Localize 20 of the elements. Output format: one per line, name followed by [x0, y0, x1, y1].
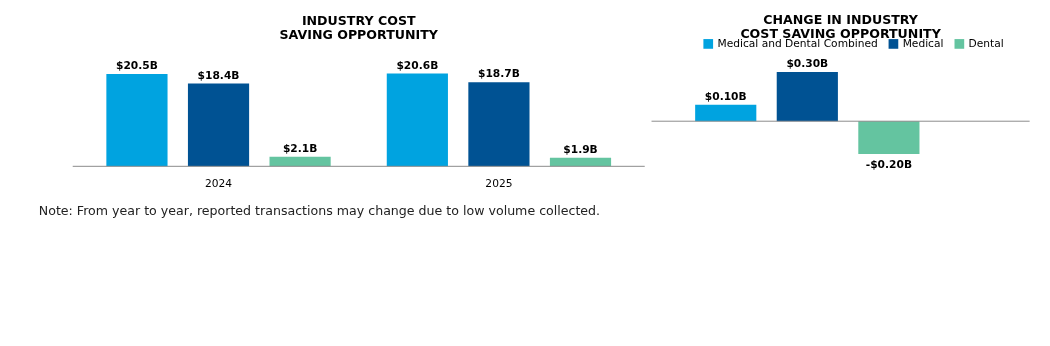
x-tick-label: 2024 [204, 177, 233, 191]
chart-title: INDUSTRY COST SAVING OPPORTUNITY [279, 12, 439, 43]
legend-label: Dental [968, 36, 1004, 50]
data-label: $0.30B [786, 57, 829, 71]
data-label: $20.6B [396, 58, 439, 72]
data-label: $18.7B [478, 67, 520, 81]
data-label: $20.5B [116, 59, 158, 73]
bar [549, 157, 612, 167]
x-tick-label: 2025 [485, 177, 513, 191]
data-label: $0.10B [704, 89, 747, 103]
data-label: -$0.20B [865, 157, 913, 171]
text: Note: From year to year, reported transactions may change due to low volume collected. [38, 202, 601, 218]
data-label: $18.4B [197, 68, 240, 82]
bar [386, 73, 448, 167]
bar [187, 83, 250, 167]
bar [468, 82, 530, 167]
data-label: $2.1B [282, 142, 318, 156]
bar [106, 74, 168, 167]
data-label: $1.9B [563, 142, 598, 156]
bar [269, 156, 331, 167]
